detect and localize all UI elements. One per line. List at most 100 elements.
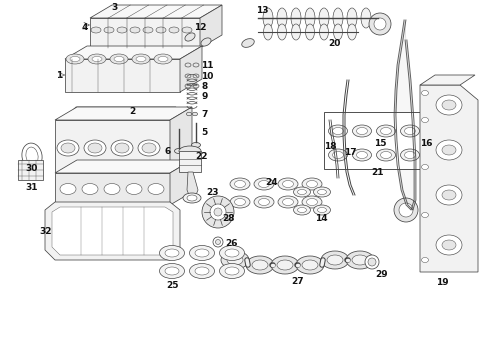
Ellipse shape xyxy=(259,180,270,188)
Ellipse shape xyxy=(278,196,298,208)
Ellipse shape xyxy=(381,152,392,158)
Ellipse shape xyxy=(333,152,343,158)
Polygon shape xyxy=(65,46,202,59)
Ellipse shape xyxy=(185,84,191,88)
Ellipse shape xyxy=(277,8,287,28)
Ellipse shape xyxy=(436,140,462,160)
Ellipse shape xyxy=(213,237,223,247)
Ellipse shape xyxy=(346,251,374,269)
Ellipse shape xyxy=(92,57,102,62)
Ellipse shape xyxy=(400,125,419,137)
Ellipse shape xyxy=(346,138,353,144)
Ellipse shape xyxy=(347,24,357,40)
Ellipse shape xyxy=(230,178,250,190)
Ellipse shape xyxy=(119,108,137,114)
Polygon shape xyxy=(420,85,478,272)
Ellipse shape xyxy=(352,149,371,161)
Text: 5: 5 xyxy=(201,127,207,136)
Ellipse shape xyxy=(165,267,179,275)
Text: 24: 24 xyxy=(265,178,278,187)
Ellipse shape xyxy=(193,84,199,88)
Ellipse shape xyxy=(210,204,226,220)
Ellipse shape xyxy=(352,255,368,265)
Ellipse shape xyxy=(160,264,185,279)
Ellipse shape xyxy=(376,149,395,161)
Ellipse shape xyxy=(263,8,273,28)
Polygon shape xyxy=(420,75,475,85)
Text: 14: 14 xyxy=(315,214,328,223)
Polygon shape xyxy=(170,107,192,172)
Polygon shape xyxy=(55,160,192,173)
FancyBboxPatch shape xyxy=(324,112,431,169)
Ellipse shape xyxy=(88,143,102,153)
Text: 31: 31 xyxy=(26,183,38,192)
Ellipse shape xyxy=(305,24,315,40)
Ellipse shape xyxy=(436,185,462,205)
FancyBboxPatch shape xyxy=(18,160,43,180)
Ellipse shape xyxy=(190,246,215,261)
Ellipse shape xyxy=(319,24,328,40)
Text: 18: 18 xyxy=(324,142,336,151)
Ellipse shape xyxy=(115,143,129,153)
Text: 10: 10 xyxy=(201,72,213,81)
Ellipse shape xyxy=(148,184,164,194)
Text: 28: 28 xyxy=(222,214,235,223)
Ellipse shape xyxy=(143,27,153,33)
Ellipse shape xyxy=(220,264,245,279)
Ellipse shape xyxy=(421,165,428,170)
Polygon shape xyxy=(90,5,222,18)
Polygon shape xyxy=(200,5,222,48)
Text: 1: 1 xyxy=(56,71,62,80)
Ellipse shape xyxy=(73,108,91,114)
Polygon shape xyxy=(55,120,170,172)
Ellipse shape xyxy=(421,90,428,95)
Ellipse shape xyxy=(193,74,199,78)
Ellipse shape xyxy=(96,108,114,114)
Ellipse shape xyxy=(201,38,211,46)
Text: 4: 4 xyxy=(82,23,88,32)
Ellipse shape xyxy=(442,190,456,200)
Ellipse shape xyxy=(352,125,371,137)
Ellipse shape xyxy=(60,184,76,194)
Ellipse shape xyxy=(130,27,140,33)
Ellipse shape xyxy=(126,184,142,194)
Ellipse shape xyxy=(202,196,234,228)
Ellipse shape xyxy=(297,189,307,194)
Ellipse shape xyxy=(193,63,199,67)
Ellipse shape xyxy=(114,57,124,62)
Ellipse shape xyxy=(142,143,156,153)
Ellipse shape xyxy=(22,143,42,169)
Ellipse shape xyxy=(277,24,287,40)
Ellipse shape xyxy=(405,152,416,158)
Ellipse shape xyxy=(333,8,343,28)
Polygon shape xyxy=(65,59,180,92)
Ellipse shape xyxy=(57,140,79,156)
Ellipse shape xyxy=(84,140,106,156)
Ellipse shape xyxy=(185,63,191,67)
Ellipse shape xyxy=(277,260,293,270)
Ellipse shape xyxy=(347,8,357,28)
Ellipse shape xyxy=(214,208,222,216)
Ellipse shape xyxy=(330,131,338,139)
Ellipse shape xyxy=(442,240,456,250)
Text: 2: 2 xyxy=(129,107,135,116)
Ellipse shape xyxy=(88,54,106,64)
Ellipse shape xyxy=(294,205,311,215)
Ellipse shape xyxy=(216,239,220,244)
Ellipse shape xyxy=(110,54,128,64)
Ellipse shape xyxy=(297,207,307,212)
Text: 22: 22 xyxy=(195,152,207,161)
Ellipse shape xyxy=(271,256,299,274)
Ellipse shape xyxy=(305,8,315,28)
Ellipse shape xyxy=(160,246,185,261)
Polygon shape xyxy=(90,18,200,48)
Ellipse shape xyxy=(296,256,324,274)
Ellipse shape xyxy=(225,267,239,275)
Ellipse shape xyxy=(193,112,197,116)
Ellipse shape xyxy=(132,54,150,64)
Ellipse shape xyxy=(26,147,38,165)
Ellipse shape xyxy=(436,95,462,115)
Ellipse shape xyxy=(321,251,349,269)
Ellipse shape xyxy=(183,193,201,203)
Ellipse shape xyxy=(185,33,195,41)
